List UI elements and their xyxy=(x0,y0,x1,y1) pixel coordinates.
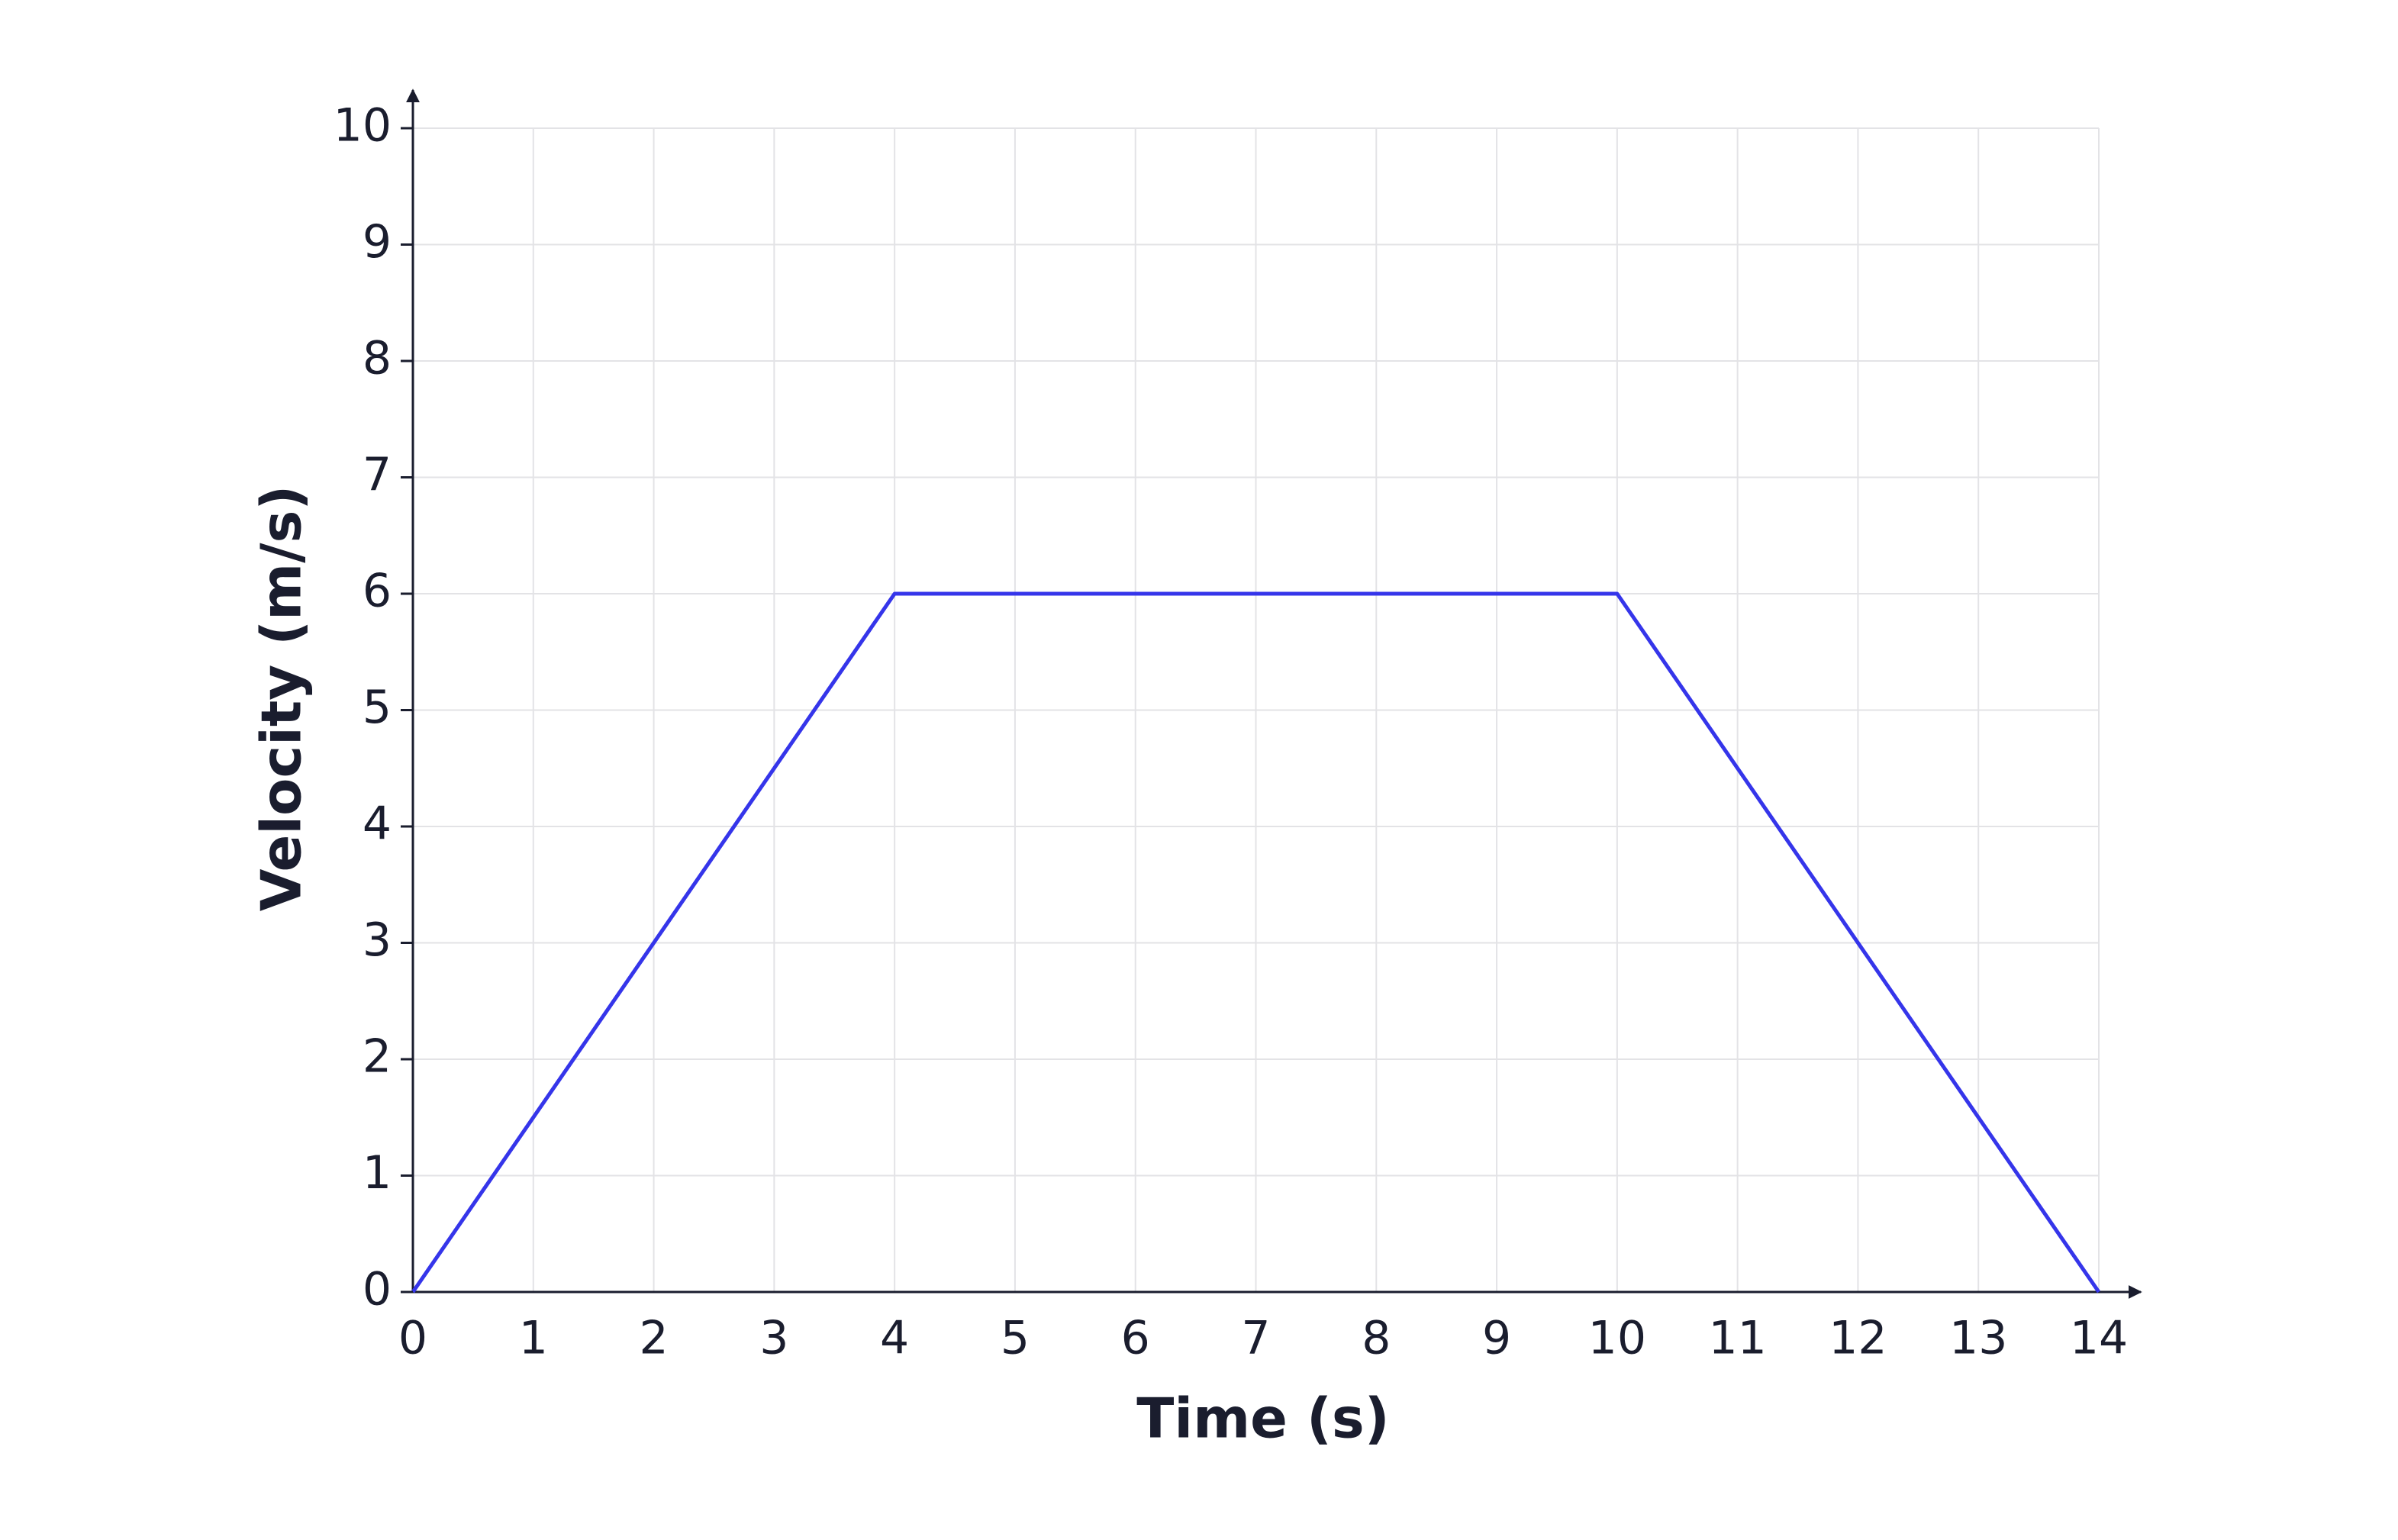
y-tick-label: 6 xyxy=(363,565,392,618)
y-tick-label: 0 xyxy=(363,1263,392,1316)
x-tick-label: 4 xyxy=(880,1312,909,1365)
x-tick-label: 3 xyxy=(759,1312,788,1365)
line xyxy=(411,591,2101,1294)
x-tick-label: 9 xyxy=(1482,1312,1511,1365)
x-tick-label: 0 xyxy=(398,1312,427,1365)
y-tick-label: 2 xyxy=(363,1030,392,1084)
marks xyxy=(411,591,2101,1294)
y-tick-label: 10 xyxy=(334,99,392,153)
y-tick-label: 7 xyxy=(363,448,392,501)
x-tick-label: 7 xyxy=(1241,1312,1270,1365)
x-tick-label: 1 xyxy=(519,1312,548,1365)
y-tick-label: 9 xyxy=(363,215,392,269)
x-tick-label: 12 xyxy=(1829,1312,1887,1365)
grid xyxy=(412,127,2100,1293)
y-tick-label: 8 xyxy=(363,332,392,385)
x-tick-label: 10 xyxy=(1588,1312,1646,1365)
x-tick-label: 13 xyxy=(1949,1312,2007,1365)
x-tick-label: 6 xyxy=(1121,1312,1150,1365)
x-tick-label: 5 xyxy=(1001,1312,1030,1365)
y-tick-label: 1 xyxy=(363,1146,392,1200)
y-tick-label: 5 xyxy=(363,681,392,734)
x-tick-label: 14 xyxy=(2070,1312,2128,1365)
y-tick-label: 3 xyxy=(363,913,392,967)
x-tick-label: 8 xyxy=(1362,1312,1391,1365)
y-tick-label: 4 xyxy=(363,797,392,851)
x-axis-label: Time (s) xyxy=(1136,1387,1389,1451)
y-axis-label: Velocity (m/s) xyxy=(250,485,314,912)
x-tick-label: 2 xyxy=(639,1312,668,1365)
x-tick-label: 11 xyxy=(1708,1312,1766,1365)
